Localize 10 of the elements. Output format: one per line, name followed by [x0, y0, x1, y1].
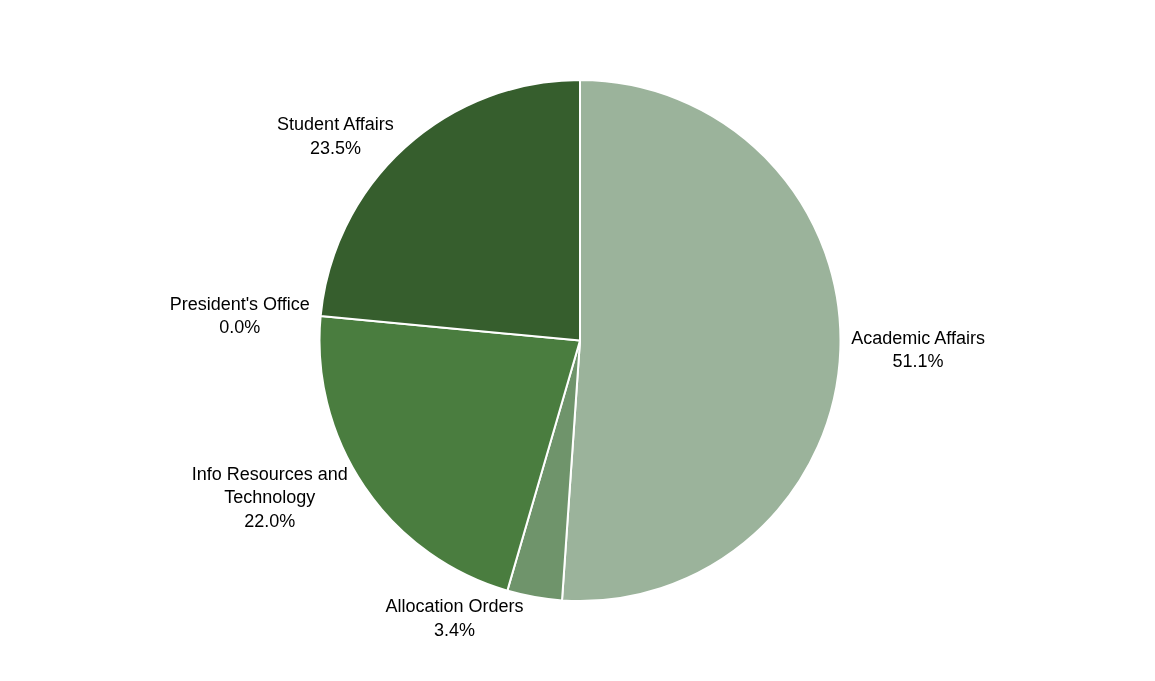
data-label: 3.4% — [434, 619, 476, 640]
text: 0.0% — [219, 317, 261, 338]
data-label: 51.1% — [892, 351, 944, 372]
slice-label: Academic Affairs — [851, 327, 985, 348]
data-label: 23.5% — [309, 137, 361, 158]
data-label: 22.0% — [244, 510, 296, 531]
category-label: President's Office — [169, 294, 310, 315]
slice-label: Student Affairs — [277, 114, 394, 135]
slice-label: Info Resources and Technology — [191, 464, 348, 508]
slice-label: Allocation Orders — [385, 596, 524, 617]
